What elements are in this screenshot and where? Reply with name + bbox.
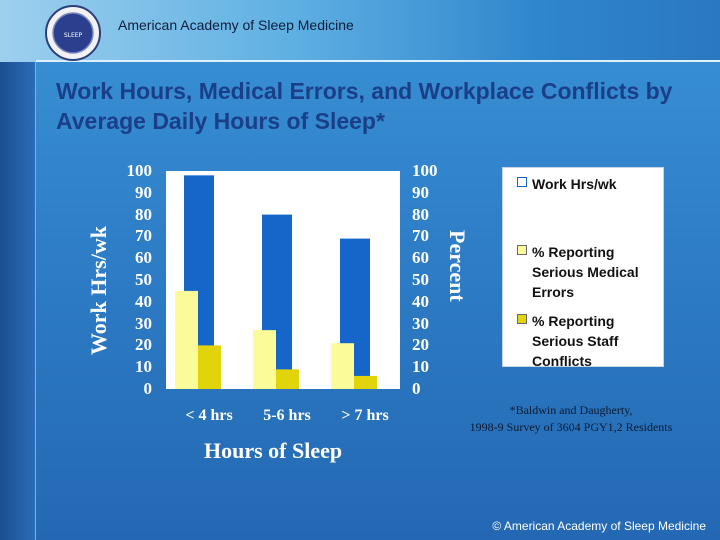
legend-swatch-staff-conflicts — [517, 314, 527, 324]
right-tick-label: 20 — [412, 335, 429, 355]
header-divider — [36, 60, 720, 62]
legend-swatch-work-hours — [517, 177, 527, 187]
legend-label-medical-errors: % Reporting Serious Medical Errors — [532, 244, 639, 300]
left-tick-label: 90 — [135, 182, 152, 202]
right-tick-label: 0 — [412, 379, 421, 398]
right-tick-label: 50 — [412, 270, 429, 289]
legend-item-staff-conflicts: % Reporting Serious Staff Conflicts — [517, 311, 618, 371]
right-tick-label: 100 — [412, 161, 438, 180]
legend-label-work-hours: Work Hrs/wk — [532, 176, 617, 192]
slide-title: Work Hours, Medical Errors, and Workplac… — [56, 78, 673, 134]
aasm-logo: SLEEP — [45, 5, 101, 61]
left-tick-label: 70 — [135, 226, 152, 246]
bar-s2-0 — [198, 345, 221, 389]
category-label: < 4 hrs — [185, 407, 233, 424]
left-tick-label: 20 — [135, 335, 152, 355]
right-tick-label: 80 — [412, 204, 429, 224]
bars-chart — [175, 175, 377, 389]
right-tick-label: 90 — [412, 182, 429, 202]
left-tick-label: 50 — [135, 270, 152, 289]
bar-s1-2 — [331, 343, 354, 389]
logo-text: SLEEP — [64, 32, 83, 39]
bar-s2-1 — [276, 369, 299, 389]
left-tick-label: 0 — [143, 379, 153, 398]
left-tick-label: 40 — [135, 291, 152, 311]
legend-swatch-medical-errors — [517, 245, 527, 255]
citation-note: *Baldwin and Daugherty, 1998-9 Survey of… — [469, 403, 673, 434]
header-band — [0, 0, 720, 62]
left-tick-label: 100 — [126, 161, 153, 180]
right-tick-label: 10 — [412, 357, 429, 377]
category-label: > 7 hrs — [341, 407, 389, 424]
left-tick-label: 60 — [135, 248, 152, 268]
left-decorative-strip — [0, 0, 36, 540]
legend-item-medical-errors: % Reporting Serious Medical Errors — [517, 242, 639, 302]
left-tick-label: 30 — [135, 313, 152, 333]
chart-legend: Work Hrs/wk % Reporting Serious Medical … — [502, 167, 664, 369]
right-tick-label: 40 — [412, 291, 429, 311]
bar-s1-1 — [253, 330, 276, 389]
bar-s2-2 — [354, 375, 377, 389]
right-tick-label: 30 — [412, 313, 429, 333]
right-tick-label: 60 — [412, 248, 429, 268]
category-label: 5-6 hrs — [263, 407, 311, 424]
organization-name: American Academy of Sleep Medicine — [118, 17, 354, 33]
legend-label-staff-conflicts: % Reporting Serious Staff Conflicts — [532, 313, 619, 369]
legend-item-work-hours: Work Hrs/wk — [517, 174, 617, 194]
left-tick-label: 10 — [135, 357, 152, 377]
bar-s1-0 — [175, 290, 198, 389]
x-axis-title: Hours of Sleep — [204, 438, 343, 463]
right-tick-label: 70 — [412, 226, 429, 246]
left-tick-label: 80 — [135, 204, 152, 224]
plot-area — [166, 171, 400, 389]
left-axis-title: Work Hrs/wk — [86, 226, 111, 355]
footer-copyright: © American Academy of Sleep Medicine — [492, 519, 706, 533]
